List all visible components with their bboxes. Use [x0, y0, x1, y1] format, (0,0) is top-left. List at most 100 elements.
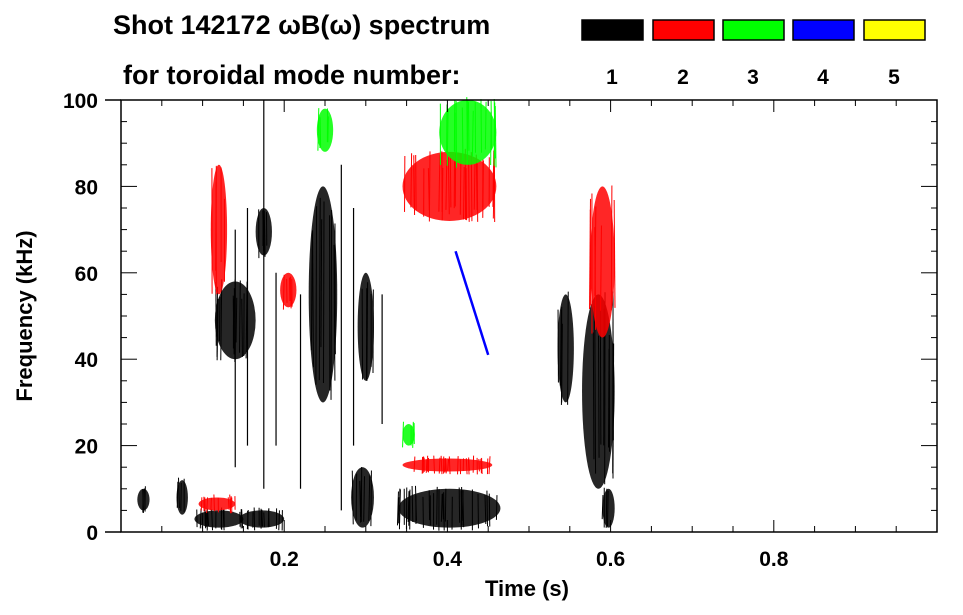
x-tick-label: 0.8 — [759, 548, 789, 571]
spectrogram-marks — [137, 97, 616, 531]
feature-streak — [366, 282, 369, 381]
feature-streak — [594, 227, 597, 330]
feature-streak — [478, 458, 480, 472]
feature-streak — [411, 485, 414, 522]
feature-blob — [194, 510, 244, 528]
feature-streak — [263, 512, 265, 528]
feature-streak — [438, 457, 441, 474]
feature-streak — [397, 497, 400, 524]
feature-streak — [492, 150, 495, 207]
x-tick-label: 0.4 — [433, 548, 463, 571]
axes: 0.2 0.4 0.6 0.8 0 20 40 60 80 100 — [63, 90, 938, 571]
feature-streak — [282, 274, 285, 310]
feature-streak — [486, 490, 489, 527]
feature-streak — [490, 100, 493, 150]
spectral-feature-mode-2 — [402, 455, 493, 475]
feature-streak — [598, 335, 600, 458]
feature-streak — [176, 481, 179, 508]
feature-streak — [407, 491, 410, 522]
y-axis-label: Frequency (kHz) — [12, 230, 37, 401]
feature-streak — [447, 459, 450, 471]
feature-blob — [402, 424, 415, 446]
spectral-feature-mode-3 — [316, 108, 334, 152]
spectral-feature-mode-2 — [280, 272, 297, 310]
feature-streak — [206, 497, 209, 514]
y-tick-label: 20 — [75, 436, 98, 459]
feature-streak — [413, 155, 416, 216]
feature-streak — [484, 101, 487, 150]
feature-streak — [213, 494, 216, 512]
feature-streak — [216, 298, 219, 361]
spectral-feature-mode-3 — [439, 97, 497, 168]
feature-streak — [594, 305, 597, 474]
legend: 1 2 3 4 5 — [581, 19, 926, 89]
feature-streak — [199, 508, 202, 529]
feature-streak — [480, 99, 483, 153]
feature-streak — [459, 154, 462, 215]
spectral-feature-mode-1 — [557, 291, 574, 405]
spectral-feature-mode-1 — [582, 291, 615, 489]
feature-streak — [333, 244, 336, 381]
feature-streak — [267, 508, 270, 528]
feature-blob — [280, 272, 297, 308]
legend-swatch-mode-5 — [863, 19, 926, 41]
feature-blob — [590, 186, 615, 338]
feature-streak — [290, 276, 292, 309]
legend-swatch-mode-1 — [581, 19, 644, 41]
feature-streak — [438, 154, 441, 212]
feature-streak — [589, 198, 591, 310]
spectral-line-mode-4 — [454, 250, 490, 356]
feature-streak — [222, 509, 225, 531]
feature-streak — [463, 166, 465, 220]
feature-streak — [144, 486, 146, 511]
feature-streak — [440, 455, 443, 475]
feature-streak — [567, 291, 569, 405]
x-tick-label: 0.2 — [270, 548, 299, 571]
feature-streak — [396, 491, 399, 526]
feature-streak — [484, 494, 487, 525]
y-tick-label: 0 — [86, 522, 98, 545]
feature-streak — [330, 210, 333, 400]
feature-streak — [445, 159, 448, 210]
x-axis-label: Time (s) — [485, 576, 569, 601]
feature-streak — [200, 497, 203, 511]
chart-title-line2: for toroidal mode number: — [123, 60, 461, 90]
feature-blob — [398, 488, 501, 528]
feature-streak — [235, 297, 238, 343]
feature-streak — [494, 105, 497, 168]
feature-streak — [227, 497, 230, 510]
legend-label-mode-5: 5 — [888, 66, 900, 89]
feature-streak — [427, 168, 430, 211]
legend-label-mode-3: 3 — [747, 66, 759, 89]
feature-streak — [461, 490, 464, 521]
feature-streak — [229, 496, 232, 513]
feature-streak — [481, 457, 483, 474]
spectral-feature-mode-2 — [589, 185, 616, 338]
spectral-feature-mode-3 — [402, 421, 415, 448]
feature-streak — [610, 185, 613, 311]
feature-streak — [473, 164, 476, 210]
feature-streak — [446, 108, 449, 166]
feature-streak — [433, 455, 435, 474]
legend-swatch-mode-3 — [722, 19, 785, 41]
feature-streak — [322, 201, 325, 384]
feature-streak — [592, 332, 595, 460]
feature-streak — [410, 153, 413, 208]
spectral-feature-mode-1 — [176, 477, 188, 515]
feature-streak — [444, 458, 447, 473]
feature-streak — [480, 458, 482, 474]
feature-streak — [363, 476, 366, 522]
legend-label-mode-1: 1 — [606, 66, 618, 89]
feature-streak — [317, 108, 320, 151]
legend-label-mode-2: 2 — [677, 66, 689, 89]
feature-streak — [241, 298, 243, 357]
feature-streak — [441, 167, 444, 221]
feature-streak — [465, 168, 468, 221]
feature-streak — [211, 509, 214, 531]
feature-streak — [559, 309, 562, 386]
feature-streak — [315, 206, 318, 385]
feature-streak — [468, 457, 470, 471]
y-tick-label: 60 — [75, 263, 98, 286]
feature-streak — [443, 492, 445, 531]
